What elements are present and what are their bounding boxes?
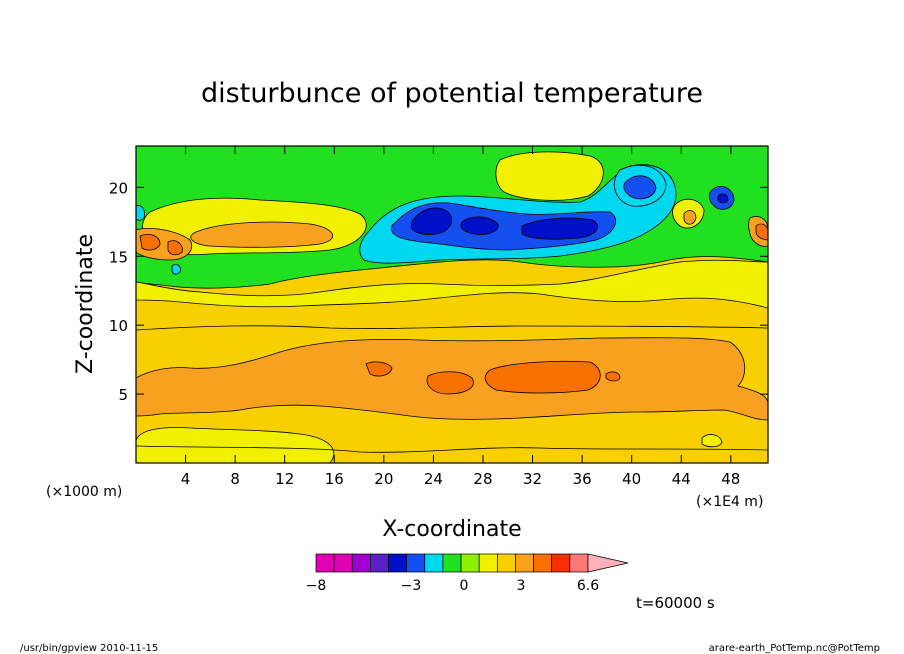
colorbar-arrow bbox=[587, 553, 629, 573]
colorbar-swatch bbox=[424, 553, 444, 573]
plot-frame bbox=[135, 145, 769, 464]
x-tick-label: 24 bbox=[424, 470, 443, 488]
colorbar: −8 −3 0 3 6.6 bbox=[306, 553, 629, 594]
region-deep-orange-2 bbox=[426, 371, 474, 395]
x-tick-label: 28 bbox=[473, 470, 492, 488]
x-tick-label: 4 bbox=[181, 470, 191, 488]
colorbar-swatch bbox=[370, 553, 389, 573]
region-red-left-edge-2 bbox=[167, 240, 183, 256]
region-darkblue-1 bbox=[410, 207, 452, 235]
x-unit-right: (×1E4 m) bbox=[696, 494, 763, 510]
colorbar-swatch bbox=[460, 553, 480, 573]
colorbar-label: 3 bbox=[517, 578, 526, 594]
colorbar-swatch bbox=[551, 553, 571, 573]
time-label: t=60000 s bbox=[636, 594, 715, 612]
region-darkblue-2 bbox=[521, 217, 598, 240]
footer-right: arare-earth_PotTemp.nc@PotTemp bbox=[709, 643, 880, 654]
region-yellow-mid bbox=[136, 259, 768, 309]
region-blue-right bbox=[623, 175, 657, 200]
region-darkblue-3 bbox=[460, 216, 499, 235]
region-deep-orange-4 bbox=[605, 371, 621, 382]
region-yellow-top bbox=[495, 151, 604, 201]
colorbar-swatch bbox=[533, 553, 553, 573]
colorbar-swatch bbox=[388, 553, 408, 573]
x-tick-label: 44 bbox=[672, 470, 691, 488]
x-tick-label: 12 bbox=[275, 470, 294, 488]
colorbar-swatch bbox=[496, 553, 516, 573]
region-orange-right-cell bbox=[683, 210, 697, 225]
region-deep-orange-1 bbox=[484, 360, 601, 394]
region-darkblue-right-cell bbox=[717, 193, 729, 204]
contour-field bbox=[136, 146, 768, 463]
region-red-left-edge bbox=[139, 234, 161, 251]
y-axis-label: Z-coordinate bbox=[73, 234, 98, 374]
colorbar-swatch bbox=[315, 553, 335, 573]
x-tick-label: 36 bbox=[573, 470, 592, 488]
contour-line-1 bbox=[136, 325, 768, 331]
colorbar-label: 0 bbox=[460, 578, 469, 594]
footer-left: /usr/bin/gpview 2010-11-15 bbox=[20, 643, 158, 654]
region-yellow-low-right bbox=[701, 434, 723, 448]
region-deep-orange-3 bbox=[365, 361, 393, 377]
colorbar-swatch bbox=[406, 553, 426, 573]
x-tick-label: 32 bbox=[523, 470, 542, 488]
region-orange-upper-left bbox=[190, 221, 333, 248]
colorbar-label: −3 bbox=[401, 578, 422, 594]
colorbar-label: 6.6 bbox=[577, 578, 599, 594]
x-unit-left: (×1000 m) bbox=[46, 484, 122, 500]
region-red-right-edge bbox=[755, 223, 768, 241]
colorbar-label: −8 bbox=[306, 578, 327, 594]
colorbar-swatch bbox=[351, 553, 371, 573]
x-tick-label: 20 bbox=[374, 470, 393, 488]
colorbar-swatch bbox=[333, 553, 353, 573]
y-tick-label: 15 bbox=[109, 248, 128, 266]
chart-title: disturbunce of potential temperature bbox=[201, 78, 703, 109]
region-cyan-left-small bbox=[171, 264, 181, 275]
x-tick-label: 40 bbox=[622, 470, 641, 488]
contour-line-2 bbox=[136, 445, 768, 453]
colorbar-swatch bbox=[569, 553, 589, 573]
x-axis-label: X-coordinate bbox=[382, 517, 521, 542]
colorbar-swatch bbox=[478, 553, 498, 573]
x-tick-label: 8 bbox=[230, 470, 240, 488]
x-tick-label: 16 bbox=[325, 470, 344, 488]
colorbar-swatch bbox=[442, 553, 462, 573]
colorbar-swatch bbox=[515, 553, 534, 573]
y-tick-label: 10 bbox=[109, 317, 128, 335]
y-tick-label: 5 bbox=[118, 386, 128, 404]
x-tick-label: 48 bbox=[721, 470, 740, 488]
y-tick-label: 20 bbox=[109, 179, 128, 197]
